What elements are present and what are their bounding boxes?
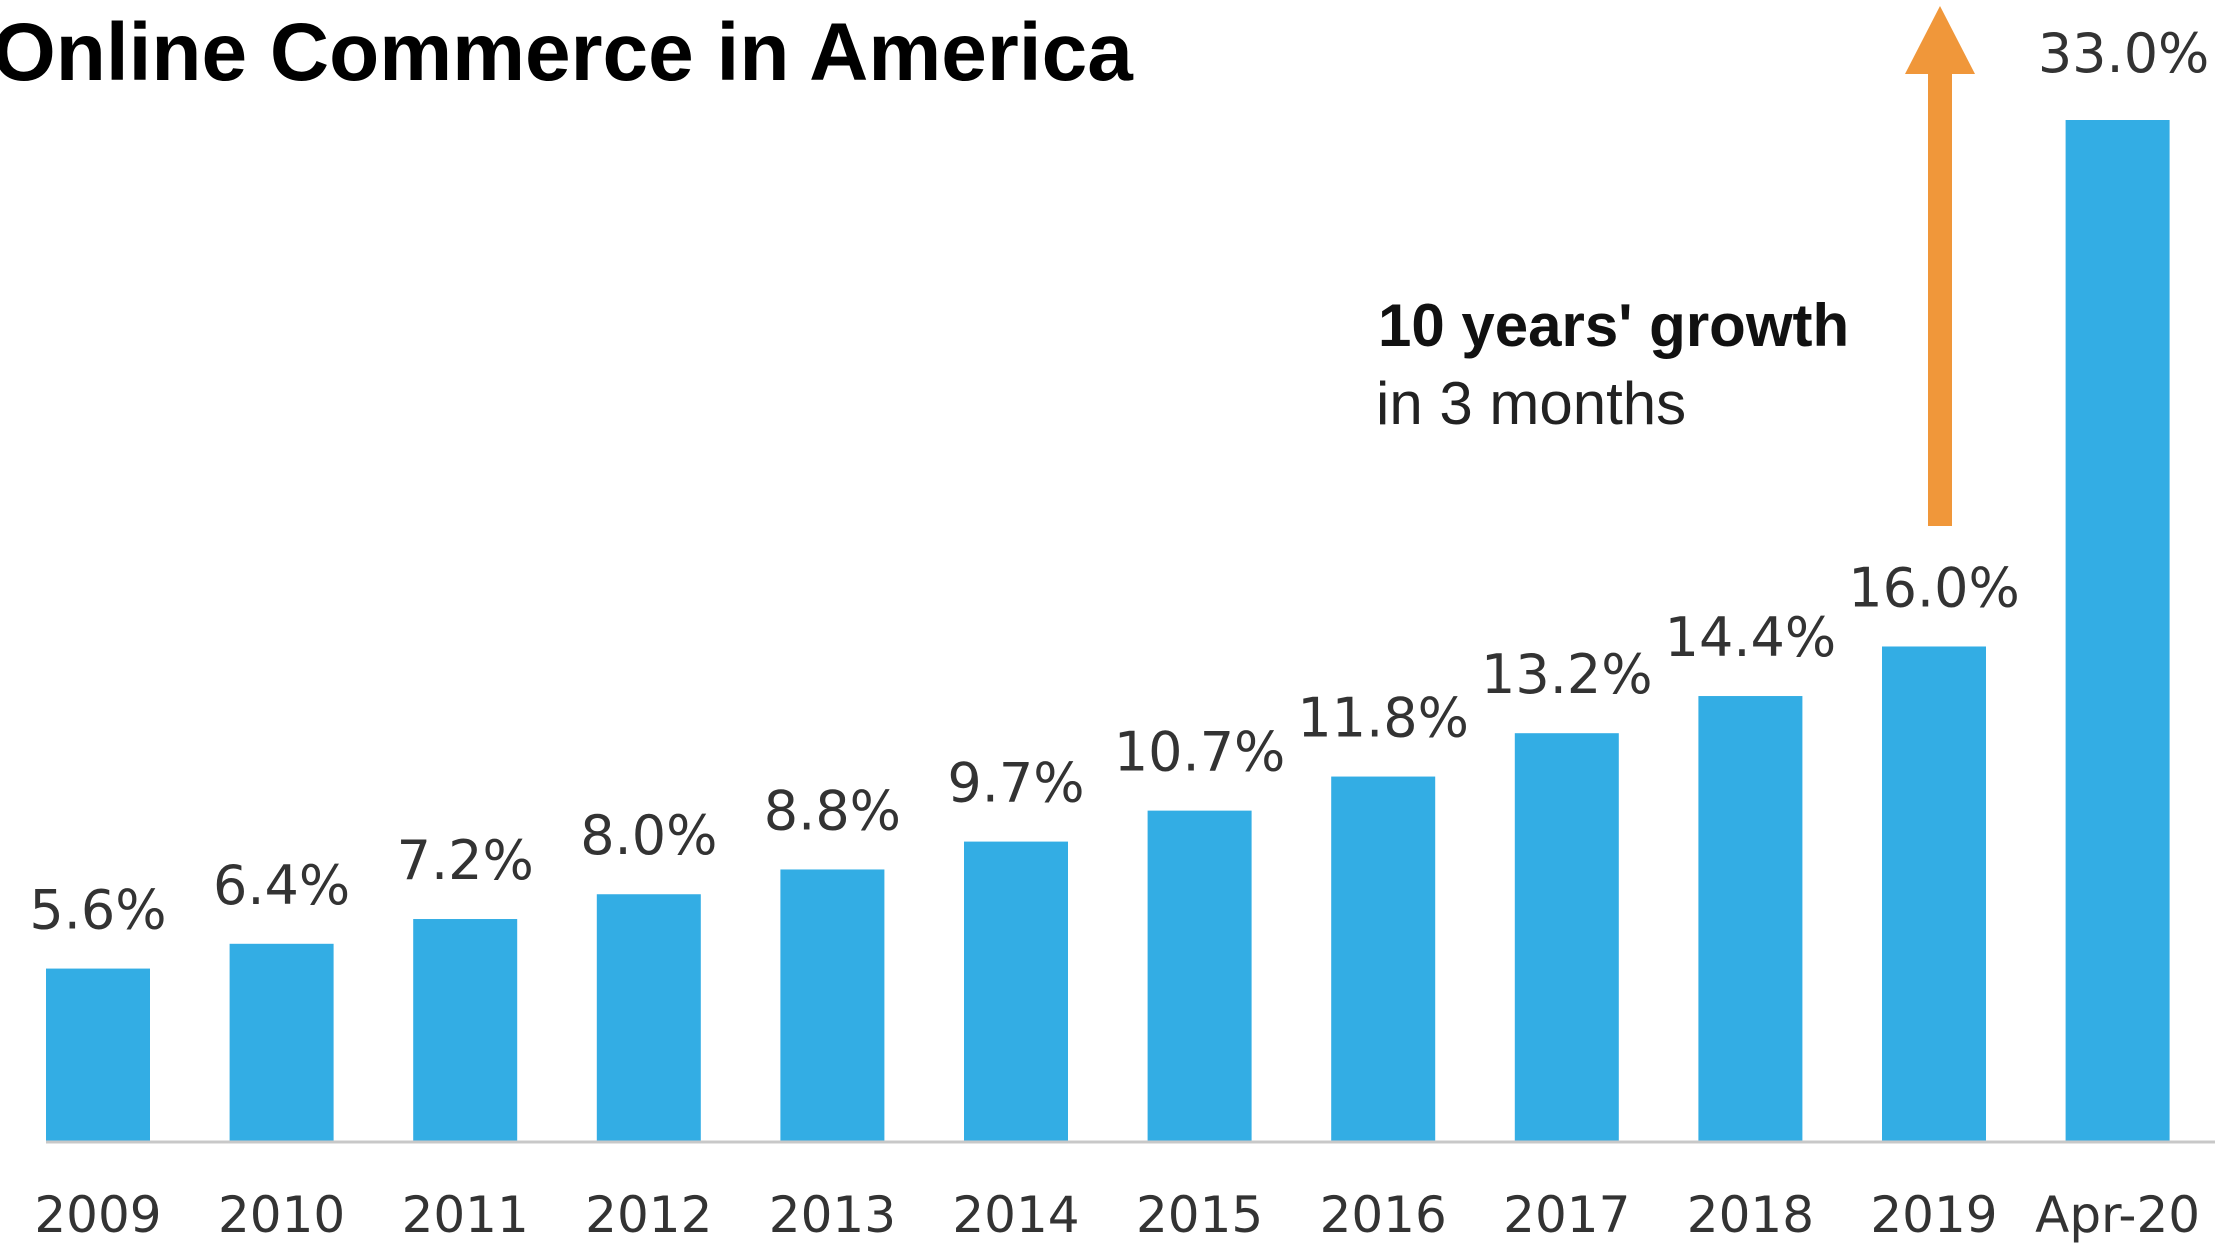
bar-2018 <box>1698 696 1803 1142</box>
annotation-subline: in 3 months <box>1376 370 1686 437</box>
bar-2012 <box>596 894 701 1142</box>
value-label-2015: 10.7% <box>1114 721 1286 784</box>
category-label-2018: 2018 <box>1687 1186 1814 1244</box>
bar-2011 <box>413 919 518 1142</box>
category-label-2016: 2016 <box>1320 1186 1447 1244</box>
bar-2016 <box>1331 776 1436 1142</box>
value-label-2009: 5.6% <box>29 879 166 942</box>
category-label-2019: 2019 <box>1870 1186 1997 1244</box>
value-label-2018: 14.4% <box>1665 606 1837 669</box>
value-label-2011: 7.2% <box>397 829 534 892</box>
category-label-2015: 2015 <box>1136 1186 1263 1244</box>
category-label-2013: 2013 <box>769 1186 896 1244</box>
bars: 5.6% 2009 6.4% 2010 7.2% 2011 8.0% 2012 8.8% 2013… <box>29 22 2209 1244</box>
bar-apr-20 <box>2065 120 2170 1142</box>
value-label-2014: 9.7% <box>947 752 1084 815</box>
arrow-shaft <box>1928 72 1952 526</box>
bar-2015 <box>1147 810 1252 1142</box>
bar-2010 <box>229 943 334 1142</box>
value-label-2019: 16.0% <box>1848 556 2020 619</box>
category-label-2010: 2010 <box>218 1186 345 1244</box>
value-label-2012: 8.0% <box>580 804 717 867</box>
arrow-head <box>1905 6 1975 74</box>
bar-2019 <box>1882 646 1986 1142</box>
annotation-headline: 10 years' growth <box>1378 292 1849 359</box>
value-label-apr-20: 33.0% <box>2038 22 2210 85</box>
value-label-2013: 8.8% <box>764 779 901 842</box>
growth-arrow <box>1905 6 1975 526</box>
bar-2014 <box>964 841 1068 1142</box>
category-label-2011: 2011 <box>402 1186 529 1244</box>
value-label-2017: 13.2% <box>1481 643 1653 706</box>
bar-2013 <box>780 869 885 1142</box>
category-label-2009: 2009 <box>34 1186 161 1244</box>
bar-2009 <box>46 968 150 1142</box>
value-label-2016: 11.8% <box>1297 687 1469 750</box>
chart-title: Online Commerce in America <box>0 7 1134 98</box>
bar-2017 <box>1514 733 1619 1142</box>
value-label-2010: 6.4% <box>213 854 350 917</box>
category-label-apr-20: Apr-20 <box>2035 1186 2200 1244</box>
category-label-2012: 2012 <box>585 1186 712 1244</box>
category-label-2017: 2017 <box>1503 1186 1630 1244</box>
category-label-2014: 2014 <box>952 1186 1079 1244</box>
